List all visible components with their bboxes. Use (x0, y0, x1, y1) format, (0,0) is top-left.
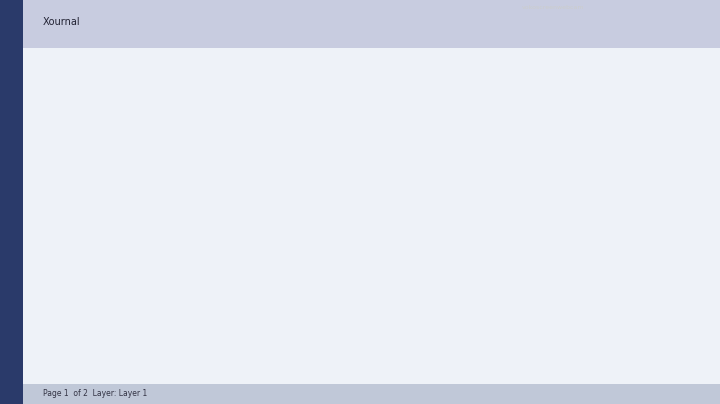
Text: $3)$: $3)$ (163, 164, 179, 181)
Text: $\left(\dfrac{\partial U}{\partial V}\right)_{\!\!T} = T\left(\dfrac{\partial S}: $\left(\dfrac{\partial U}{\partial V}\ri… (218, 163, 395, 196)
FancyBboxPatch shape (169, 283, 580, 357)
Bar (518, 105, 713, 182)
Text: $2)$: $2)$ (163, 83, 179, 101)
Text: vokoscreenwebcam: vokoscreenwebcam (522, 5, 585, 10)
Text: $dU = C_V dT + \left(\dfrac{\partial U}{\partial V}\right)_{\!\!T} dV$: $dU = C_V dT + \left(\dfrac{\partial U}{… (232, 77, 409, 114)
Bar (518, 12, 713, 105)
Text: Page 1  of 2  Layer: Layer 1: Page 1 of 2 Layer: Layer 1 (43, 389, 148, 398)
FancyBboxPatch shape (534, 73, 697, 175)
Text: $dU = C_V dT + \left[T\left(\dfrac{\partial P}{\partial T}\right)_{\!\!V} - P\ri: $dU = C_V dT + \left[T\left(\dfrac{\part… (211, 302, 433, 338)
Circle shape (588, 39, 643, 87)
Text: $\left(\dfrac{\partial U}{\partial V}\right)_{\!\!T} = T\left(\dfrac{\partial P}: $\left(\dfrac{\partial U}{\partial V}\ri… (218, 231, 375, 268)
Text: Xournal: Xournal (43, 17, 81, 27)
